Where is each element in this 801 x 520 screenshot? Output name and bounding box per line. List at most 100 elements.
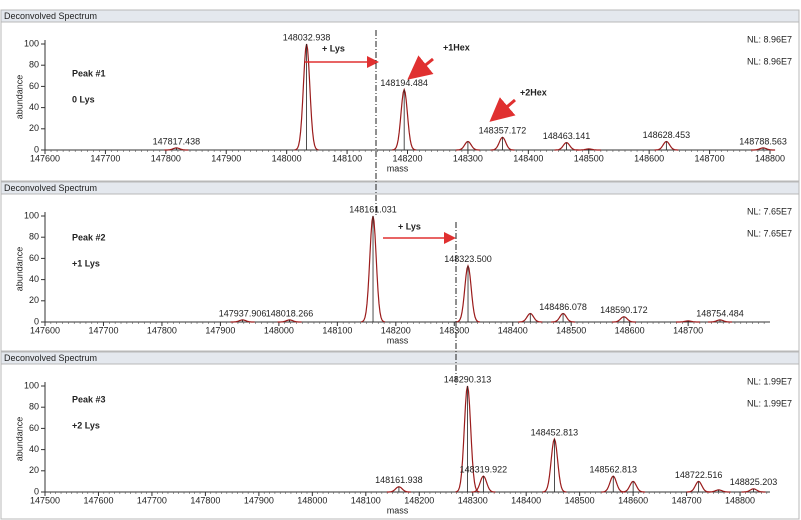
arrow xyxy=(489,97,516,122)
y-tick-label: 60 xyxy=(29,423,39,433)
panel-title: Deconvolved Spectrum xyxy=(4,11,97,21)
y-axis-label: abundance xyxy=(14,417,24,462)
panel-header xyxy=(0,181,800,195)
x-tick-label: 147700 xyxy=(88,325,118,335)
x-tick-label: 147600 xyxy=(83,495,113,505)
y-axis-label: abundance xyxy=(14,75,24,120)
peak-label: 147937.906 xyxy=(219,308,267,318)
x-tick-label: 147900 xyxy=(244,495,274,505)
nl-label: NL: 1.99E7 xyxy=(747,376,792,386)
x-tick-label: 148300 xyxy=(458,495,488,505)
peak-label: 148486.078 xyxy=(539,302,587,312)
y-tick-label: 20 xyxy=(29,123,39,133)
peak-label: 148032.938 xyxy=(283,32,331,42)
x-tick-label: 147800 xyxy=(190,495,220,505)
x-tick-label: 148000 xyxy=(264,325,294,335)
y-tick-label: 100 xyxy=(24,38,39,48)
peak xyxy=(676,320,701,323)
x-axis-label: mass xyxy=(387,163,409,173)
x-tick-label: 147800 xyxy=(147,325,177,335)
y-tick-label: 0 xyxy=(34,316,39,326)
y-tick-label: 40 xyxy=(29,444,39,454)
annotation: Peak #3 xyxy=(72,394,106,404)
y-tick-label: 80 xyxy=(29,402,39,412)
y-tick-label: 40 xyxy=(29,274,39,284)
peak-label: 148628.453 xyxy=(643,130,691,140)
x-axis-label: mass xyxy=(387,335,409,345)
x-tick-label: 148300 xyxy=(439,325,469,335)
annotation: +2 Lys xyxy=(72,420,100,430)
nl-label: NL: 8.96E7 xyxy=(747,56,792,66)
y-tick-label: 60 xyxy=(29,81,39,91)
peak-label: 148722.516 xyxy=(675,470,723,480)
x-tick-label: 148000 xyxy=(297,495,327,505)
x-tick-label: 148200 xyxy=(392,153,422,163)
x-tick-label: 148800 xyxy=(725,495,755,505)
y-tick-label: 40 xyxy=(29,102,39,112)
panel-title: Deconvolved Spectrum xyxy=(4,183,97,193)
x-tick-label: 147700 xyxy=(90,153,120,163)
peak-label: 147817.438 xyxy=(153,136,201,146)
x-tick-label: 148600 xyxy=(618,495,648,505)
annotation: +1Hex xyxy=(443,42,470,52)
nl-label: NL: 8.96E7 xyxy=(747,34,792,44)
peak-label: 148754.484 xyxy=(696,308,744,318)
x-tick-label: 148400 xyxy=(498,325,528,335)
peak-label: 148194.484 xyxy=(380,78,428,88)
panel-header xyxy=(0,351,800,365)
peak-label: 148452.813 xyxy=(531,427,579,437)
peak-label: 148825.203 xyxy=(730,477,778,487)
peak xyxy=(455,140,480,151)
peak-label: 148290.313 xyxy=(444,374,492,384)
peak-label: 148161.938 xyxy=(375,475,423,485)
x-tick-label: 148500 xyxy=(556,325,586,335)
nl-label: NL: 7.65E7 xyxy=(747,206,792,216)
y-tick-label: 80 xyxy=(29,60,39,70)
peak-label: 148463.141 xyxy=(543,131,591,141)
x-tick-label: 148100 xyxy=(332,153,362,163)
y-tick-label: 60 xyxy=(29,253,39,263)
annotation: + Lys xyxy=(322,43,345,53)
x-axis-label: mass xyxy=(387,505,409,515)
x-tick-label: 148200 xyxy=(404,495,434,505)
x-tick-label: 148700 xyxy=(695,153,725,163)
x-tick-label: 147700 xyxy=(137,495,167,505)
peak-label: 148590.172 xyxy=(600,305,648,315)
panel-frame xyxy=(0,9,800,182)
x-tick-label: 148700 xyxy=(672,495,702,505)
panel-title: Deconvolved Spectrum xyxy=(4,353,97,363)
annotation: + Lys xyxy=(398,221,421,231)
x-tick-label: 147500 xyxy=(30,495,60,505)
annotation: +2Hex xyxy=(520,87,547,97)
y-tick-label: 0 xyxy=(34,144,39,154)
x-tick-label: 148400 xyxy=(513,153,543,163)
x-tick-label: 148600 xyxy=(615,325,645,335)
peak-label: 148323.500 xyxy=(444,254,492,264)
annotation: +1 Lys xyxy=(72,258,100,268)
peak xyxy=(576,148,601,151)
x-tick-label: 148700 xyxy=(673,325,703,335)
arrow xyxy=(407,55,434,80)
panel-header xyxy=(0,9,800,23)
peak-label: 148319.922 xyxy=(460,464,508,474)
peak-label: 148788.563 xyxy=(739,136,787,146)
y-axis-label: abundance xyxy=(14,247,24,292)
y-tick-label: 80 xyxy=(29,232,39,242)
y-tick-label: 100 xyxy=(24,210,39,220)
annotation: 0 Lys xyxy=(72,94,95,104)
x-tick-label: 148000 xyxy=(272,153,302,163)
y-tick-label: 20 xyxy=(29,465,39,475)
x-tick-label: 147600 xyxy=(30,325,60,335)
x-tick-label: 148800 xyxy=(755,153,785,163)
peak-label: 148357.172 xyxy=(479,126,527,136)
peak xyxy=(551,312,576,323)
x-tick-label: 148500 xyxy=(574,153,604,163)
peak-label: 148161.031 xyxy=(349,204,397,214)
peak xyxy=(741,488,766,493)
x-tick-label: 148200 xyxy=(381,325,411,335)
annotation: Peak #2 xyxy=(72,232,106,242)
x-tick-label: 148300 xyxy=(453,153,483,163)
x-tick-label: 147600 xyxy=(30,153,60,163)
nl-label: NL: 7.65E7 xyxy=(747,228,792,238)
